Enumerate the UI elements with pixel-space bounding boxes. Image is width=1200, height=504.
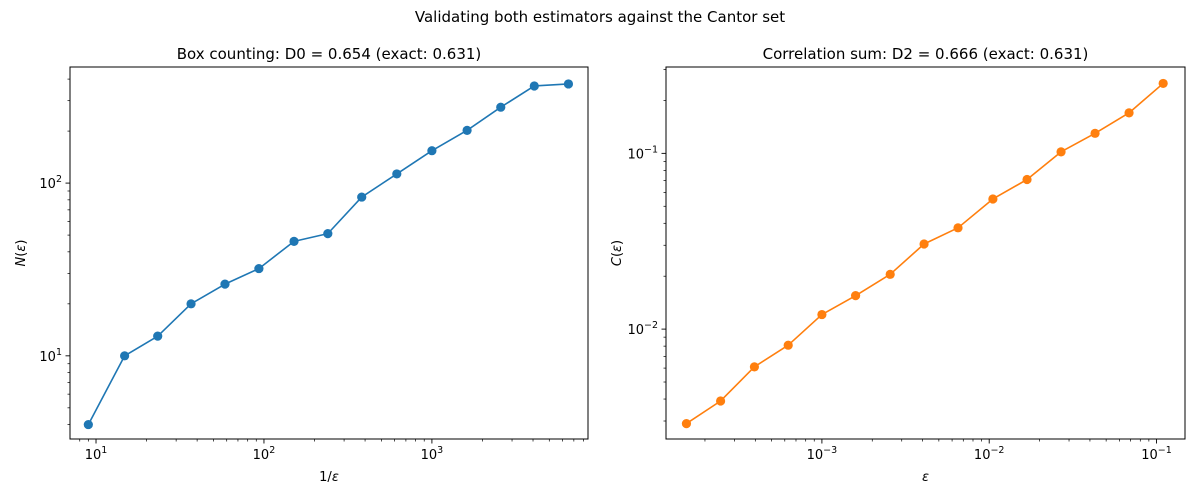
data-point bbox=[988, 194, 998, 204]
data-point bbox=[220, 279, 230, 289]
data-point bbox=[462, 125, 472, 135]
chart-title: Correlation sum: D2 = 0.666 (exact: 0.63… bbox=[763, 45, 1089, 63]
x-tick-label: 10−3 bbox=[807, 445, 838, 463]
data-point bbox=[1022, 174, 1032, 185]
data-point bbox=[120, 351, 130, 361]
data-point bbox=[749, 362, 760, 372]
data-point bbox=[496, 102, 506, 112]
y-tick-label: 102 bbox=[39, 174, 62, 192]
data-point bbox=[529, 81, 539, 91]
data-point bbox=[563, 79, 574, 89]
data-point bbox=[427, 146, 437, 156]
data-point bbox=[919, 239, 929, 249]
data-point bbox=[289, 236, 299, 246]
data-point bbox=[83, 419, 93, 430]
x-axis-label: ε bbox=[922, 470, 929, 485]
data-point bbox=[1090, 128, 1100, 138]
chart-title: Box counting: D0 = 0.654 (exact: 0.631) bbox=[177, 45, 482, 63]
data-point bbox=[817, 309, 827, 320]
y-tick-label: 10−2 bbox=[627, 320, 658, 338]
series-line bbox=[87, 83, 569, 425]
data-point bbox=[153, 331, 163, 341]
y-tick-label: 101 bbox=[39, 347, 62, 365]
x-tick-label: 101 bbox=[85, 445, 108, 463]
y-tick-label: 10−1 bbox=[627, 144, 658, 162]
data-point bbox=[186, 299, 196, 309]
plot-area-frame bbox=[69, 66, 589, 440]
data-point bbox=[392, 169, 402, 179]
y-axis-label: N(ε) bbox=[14, 240, 29, 267]
data-point bbox=[850, 291, 861, 301]
data-point bbox=[254, 263, 264, 274]
figure-suptitle: Validating both estimators against the C… bbox=[414, 8, 786, 26]
plot-area-frame bbox=[665, 66, 1186, 440]
data-point bbox=[1056, 147, 1066, 157]
x-tick-label: 103 bbox=[421, 445, 444, 463]
data-point bbox=[783, 340, 793, 350]
data-point bbox=[323, 229, 333, 239]
x-tick-label: 102 bbox=[253, 445, 276, 463]
data-point bbox=[1158, 78, 1168, 89]
x-axis-label: 1/ε bbox=[319, 470, 339, 485]
data-point bbox=[1124, 108, 1134, 118]
data-point bbox=[681, 418, 692, 429]
x-tick-label: 10−2 bbox=[974, 445, 1005, 463]
y-axis-label: C(ε) bbox=[610, 240, 625, 266]
data-point bbox=[885, 269, 895, 279]
data-point bbox=[357, 192, 367, 202]
data-point bbox=[715, 396, 726, 406]
data-point bbox=[953, 223, 963, 233]
x-tick-label: 10−1 bbox=[1141, 445, 1172, 463]
